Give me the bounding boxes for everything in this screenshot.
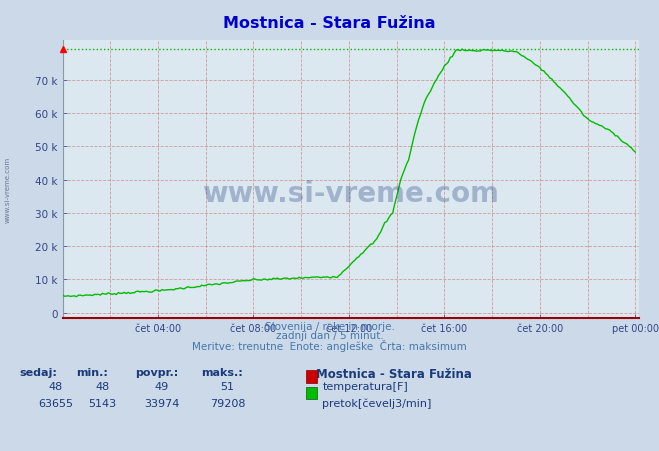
Text: Meritve: trenutne  Enote: angleške  Črta: maksimum: Meritve: trenutne Enote: angleške Črta: … — [192, 339, 467, 351]
Text: 79208: 79208 — [210, 398, 245, 408]
Text: Slovenija / reke in morje.: Slovenija / reke in morje. — [264, 321, 395, 331]
Text: min.:: min.: — [76, 368, 107, 377]
Text: www.si-vreme.com: www.si-vreme.com — [5, 156, 11, 222]
Text: 48: 48 — [49, 381, 63, 391]
Text: Mostnica - Stara Fužina: Mostnica - Stara Fužina — [316, 368, 473, 381]
Text: 49: 49 — [154, 381, 169, 391]
Text: sedaj:: sedaj: — [20, 368, 57, 377]
Text: 33974: 33974 — [144, 398, 179, 408]
Text: www.si-vreme.com: www.si-vreme.com — [202, 179, 500, 207]
Text: 63655: 63655 — [38, 398, 74, 408]
Text: temperatura[F]: temperatura[F] — [322, 381, 408, 391]
Text: Mostnica - Stara Fužina: Mostnica - Stara Fužina — [223, 16, 436, 31]
Text: 51: 51 — [220, 381, 235, 391]
Text: pretok[čevelj3/min]: pretok[čevelj3/min] — [322, 398, 432, 408]
Text: povpr.:: povpr.: — [135, 368, 179, 377]
Text: maks.:: maks.: — [201, 368, 243, 377]
Text: 5143: 5143 — [88, 398, 116, 408]
Text: zadnji dan / 5 minut.: zadnji dan / 5 minut. — [275, 330, 384, 340]
Text: 48: 48 — [95, 381, 109, 391]
